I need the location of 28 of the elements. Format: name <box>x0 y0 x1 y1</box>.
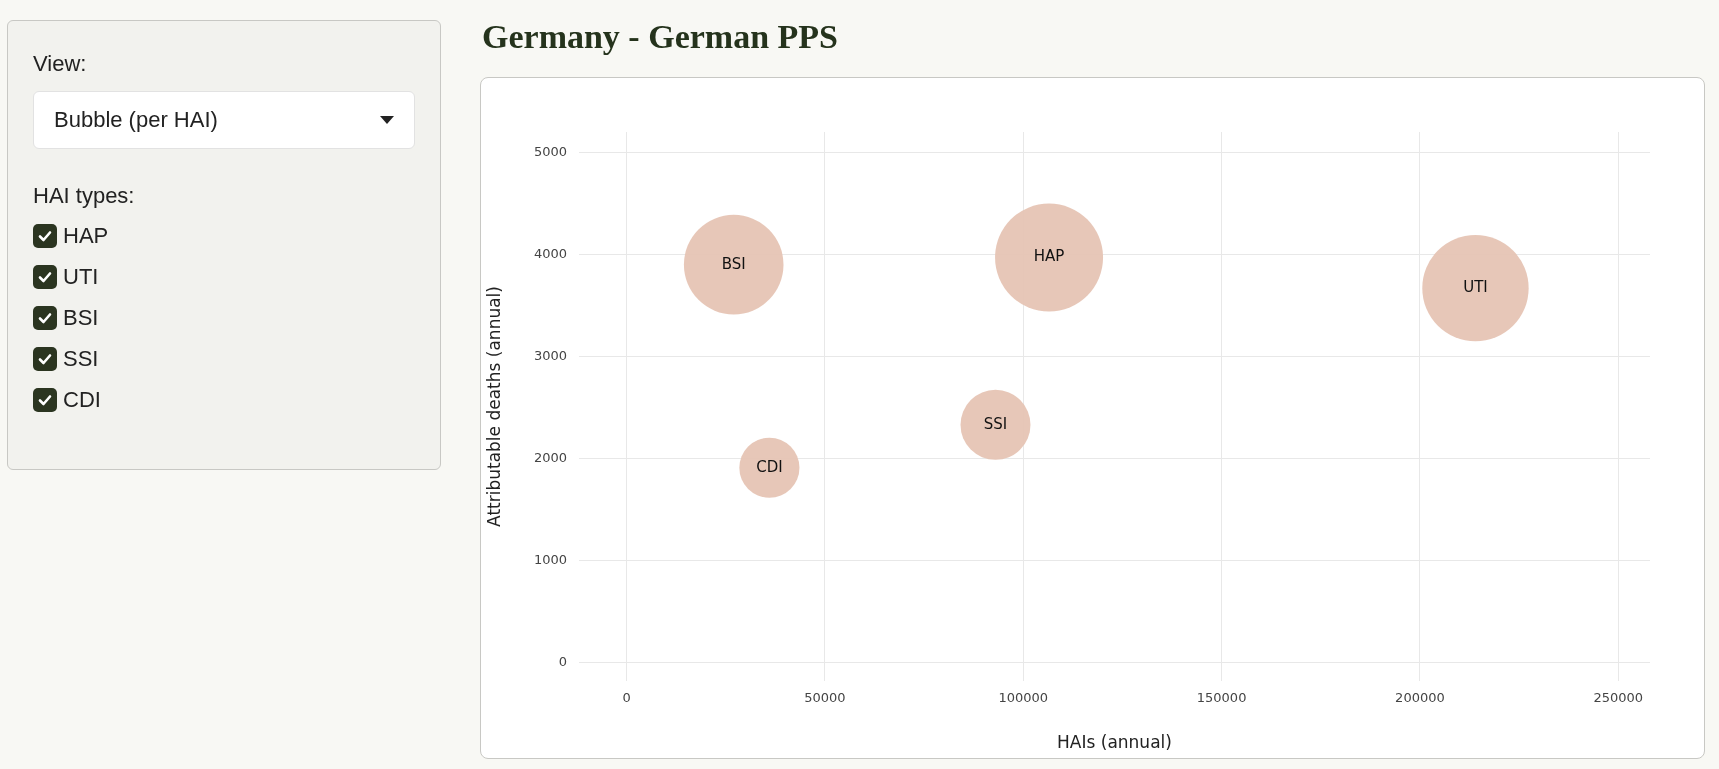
text: CDI <box>63 386 101 412</box>
y-tick-label: 5000 <box>533 143 567 159</box>
series-label: HAP <box>1033 247 1065 266</box>
x-tick-label: 0 <box>622 690 631 706</box>
series-label: CDI <box>756 457 783 476</box>
y-tick-label: 0 <box>558 654 567 670</box>
text: HAP <box>63 222 109 248</box>
text: SSI <box>63 345 99 371</box>
x-tick-label: 200000 <box>1395 690 1445 706</box>
y-tick-label: 4000 <box>533 245 567 261</box>
text: Bubble (per HAI) <box>54 107 218 133</box>
series-label: SSI <box>983 414 1008 433</box>
x-tick-label: 250000 <box>1593 690 1644 706</box>
series-label: BSI <box>721 254 746 273</box>
text: UTI <box>63 263 99 289</box>
x-tick-label: 150000 <box>1196 690 1247 706</box>
x-tick-label: 50000 <box>804 690 846 706</box>
x-axis-title: HAIs (annual) <box>1057 732 1172 753</box>
y-axis-title: Attributable deaths (annual) <box>483 286 504 527</box>
y-tick-label: 3000 <box>533 347 567 363</box>
y-tick-label: 2000 <box>533 449 567 465</box>
y-tick-label: 1000 <box>533 551 567 567</box>
text: View: <box>33 51 88 77</box>
text: BSI <box>63 304 99 330</box>
text: HAI types: <box>33 183 136 209</box>
x-tick-label: 100000 <box>998 690 1049 706</box>
chart-title: Germany - German PPS <box>482 18 838 56</box>
series-label: UTI <box>1463 278 1488 297</box>
